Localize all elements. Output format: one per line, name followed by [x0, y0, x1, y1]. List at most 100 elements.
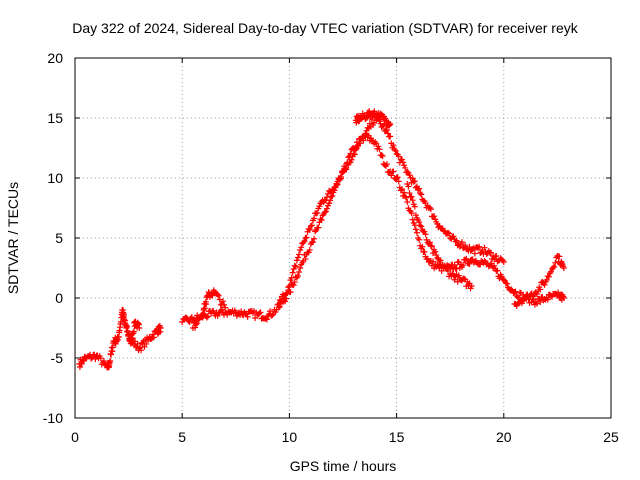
data-point	[378, 152, 385, 159]
chart-title: Day 322 of 2024, Sidereal Day-to-day VTE…	[72, 20, 578, 36]
data-point	[537, 298, 544, 305]
data-point	[193, 321, 200, 328]
data-point	[412, 212, 419, 219]
data-point	[452, 238, 459, 245]
data-point	[427, 206, 434, 213]
data-point	[552, 259, 559, 266]
data-point	[422, 231, 429, 238]
data-point	[460, 262, 467, 269]
data-point	[297, 247, 304, 253]
data-point	[252, 314, 259, 321]
data-point	[256, 310, 263, 317]
data-point	[393, 175, 400, 181]
data-point	[306, 226, 313, 233]
data-point	[311, 235, 318, 242]
data-point	[534, 300, 541, 307]
data-point	[301, 238, 308, 245]
data-point	[412, 226, 419, 233]
data-point	[530, 292, 537, 299]
data-point	[462, 242, 469, 249]
data-point	[390, 142, 397, 149]
data-point	[282, 298, 289, 305]
data-point	[451, 261, 458, 268]
data-point	[138, 347, 145, 354]
data-point	[379, 153, 386, 160]
data-point	[402, 193, 409, 200]
data-point	[353, 145, 360, 152]
data-point	[481, 257, 488, 264]
y-axis-label: SDTVAR / TECUs	[5, 182, 21, 294]
data-point	[383, 161, 390, 168]
data-point	[204, 313, 211, 320]
data-point	[514, 294, 521, 301]
data-point	[481, 244, 488, 251]
data-point	[361, 133, 368, 139]
data-point	[468, 283, 475, 289]
data-point	[406, 190, 413, 197]
data-point	[318, 217, 325, 223]
data-point	[404, 199, 411, 205]
data-point	[406, 172, 413, 179]
data-point	[416, 185, 423, 192]
data-point	[471, 250, 478, 257]
data-point	[296, 251, 303, 258]
data-point	[329, 193, 336, 199]
data-point	[337, 175, 344, 182]
data-points	[76, 108, 567, 371]
data-point	[477, 250, 484, 257]
data-point	[383, 127, 390, 134]
data-point	[446, 230, 453, 237]
data-point	[409, 197, 416, 204]
data-point	[418, 191, 425, 198]
data-point	[551, 263, 558, 270]
data-point	[203, 314, 210, 321]
data-point	[401, 189, 408, 196]
data-point	[286, 283, 293, 289]
data-point	[321, 209, 328, 216]
data-point	[222, 304, 229, 311]
data-point	[306, 246, 313, 253]
data-point	[423, 236, 430, 243]
data-point	[388, 172, 395, 179]
data-point	[401, 162, 408, 169]
data-point	[287, 289, 294, 296]
data-point	[437, 257, 444, 264]
data-point	[333, 182, 340, 189]
data-point	[537, 286, 544, 293]
data-point	[421, 248, 428, 255]
data-point	[269, 312, 276, 319]
data-point	[411, 222, 418, 229]
x-tick-labels: 0 5 10 15 20 25	[71, 429, 619, 445]
data-point	[277, 297, 284, 304]
y-tick-label: -10	[43, 410, 63, 426]
data-point	[281, 295, 288, 302]
y-tick-label: 15	[47, 110, 63, 126]
data-point	[405, 183, 412, 190]
data-point	[402, 164, 409, 171]
data-point	[276, 296, 283, 303]
data-point	[343, 166, 350, 173]
x-tick-label: 15	[389, 429, 405, 445]
data-point	[408, 210, 415, 217]
data-point	[400, 159, 407, 166]
data-point	[275, 301, 282, 307]
data-point	[544, 296, 551, 303]
data-point	[360, 137, 367, 144]
data-point	[120, 311, 127, 318]
data-point	[307, 223, 314, 229]
data-point	[451, 276, 458, 283]
data-point	[395, 178, 402, 185]
data-point	[121, 317, 128, 324]
data-point	[216, 296, 223, 303]
data-point	[397, 187, 404, 194]
data-point	[100, 357, 107, 364]
data-point	[317, 216, 324, 223]
data-point	[303, 234, 310, 241]
data-point	[417, 222, 424, 229]
data-point	[290, 282, 297, 289]
data-point	[76, 364, 83, 370]
data-point	[294, 254, 301, 261]
data-point	[334, 181, 341, 188]
data-point	[434, 254, 441, 261]
